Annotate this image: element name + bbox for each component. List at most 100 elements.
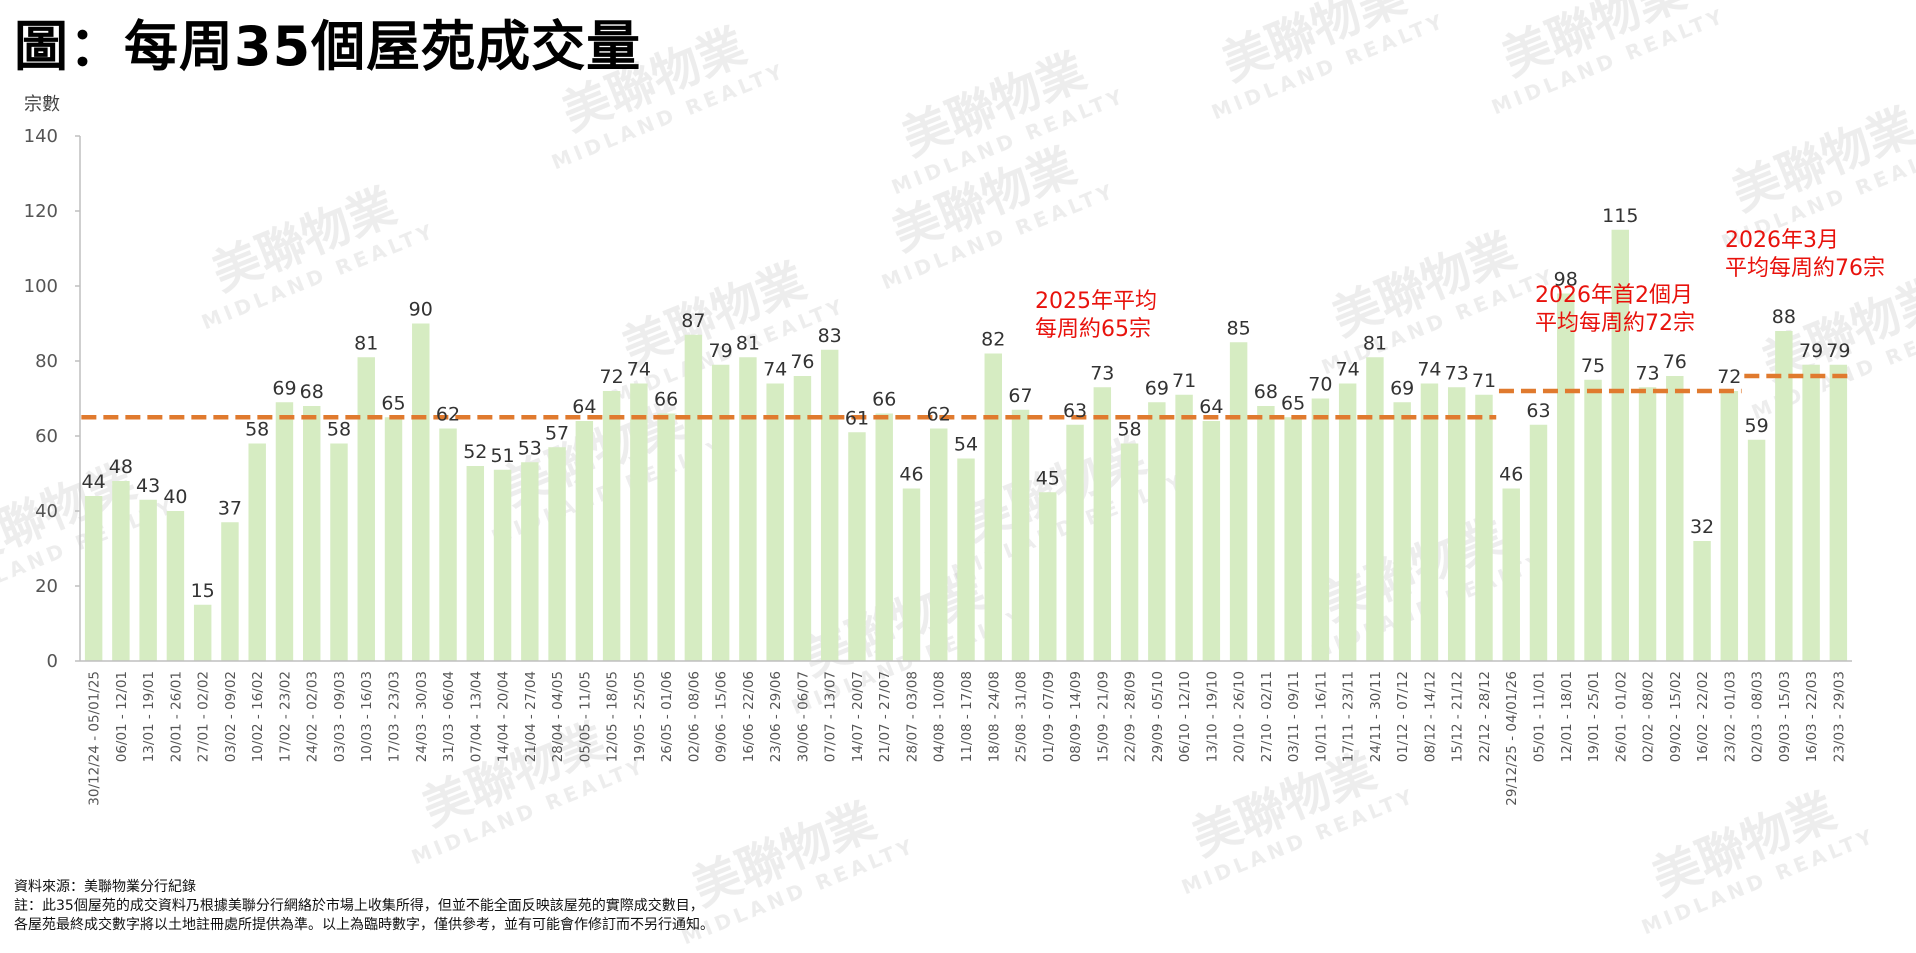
x-tick-label: 06/10 - 12/10	[1177, 671, 1193, 762]
axis-layer: 0 20 40 60 80 100 120 140 宗數 30/12/24 - 05/01/25 0…	[24, 94, 1852, 806]
x-tick-label: 01/12 - 07/12	[1395, 671, 1411, 762]
bar	[1011, 409, 1030, 661]
x-tick-label: 30/06 - 06/07	[795, 671, 811, 762]
x-tick-label: 06/01 - 12/01	[114, 671, 130, 762]
data-label: 62	[436, 404, 460, 426]
bar	[711, 364, 730, 661]
average-annotation: 每周約65宗	[1035, 317, 1151, 342]
y-tick-label: 40	[35, 501, 58, 522]
bar	[493, 469, 512, 661]
bar	[657, 413, 675, 661]
bar	[766, 383, 784, 661]
bar	[139, 499, 157, 661]
average-annotation: 2026年3月	[1725, 228, 1839, 253]
x-tick-label: 16/06 - 22/06	[741, 671, 757, 762]
data-label: 65	[1281, 392, 1305, 414]
x-tick-label: 15/12 - 21/12	[1450, 671, 1466, 762]
data-label: 98	[1554, 269, 1578, 291]
footnote-note-1: 註：此35個屋苑的成交資料乃根據美聯分行網絡於市場上收集所得，但並不能全面反映該…	[14, 898, 704, 914]
data-label: 76	[1663, 351, 1687, 373]
data-label: 66	[872, 389, 896, 411]
x-tick-label: 26/01 - 01/02	[1613, 671, 1629, 762]
bar	[848, 432, 866, 661]
bar	[1284, 417, 1302, 661]
bar	[166, 511, 185, 661]
x-tick-label: 02/03 - 08/03	[1750, 671, 1766, 762]
bar	[630, 383, 648, 661]
bar	[684, 334, 703, 661]
y-tick-label: 100	[24, 276, 58, 297]
y-tick-label: 140	[24, 126, 58, 147]
x-tick-label: 20/01 - 26/01	[168, 671, 184, 762]
bar	[357, 357, 375, 661]
bar	[1420, 383, 1439, 661]
data-label: 45	[1036, 467, 1060, 489]
y-tick-label: 60	[35, 426, 58, 447]
bar	[1447, 387, 1466, 661]
bar	[1775, 331, 1793, 661]
data-label: 81	[736, 332, 760, 354]
x-tick-label: 11/08 - 17/08	[959, 671, 975, 762]
x-tick-label: 01/09 - 07/09	[1041, 671, 1057, 762]
x-tick-label: 24/11 - 30/11	[1368, 671, 1384, 762]
y-tick-label: 80	[35, 351, 58, 372]
average-annotation: 2025年平均	[1035, 289, 1157, 314]
data-label: 58	[245, 419, 269, 441]
x-tick-label: 17/03 - 23/03	[387, 671, 403, 762]
x-tick-label: 10/02 - 16/02	[250, 671, 266, 762]
bar	[1502, 488, 1520, 661]
data-label: 54	[954, 434, 978, 456]
x-tick-label: 25/08 - 31/08	[1014, 671, 1030, 762]
data-label: 44	[82, 471, 106, 493]
x-tick-label: 19/01 - 25/01	[1586, 671, 1602, 762]
x-tick-label: 08/09 - 14/09	[1068, 671, 1084, 762]
data-label: 75	[1581, 355, 1605, 377]
data-label: 74	[1336, 359, 1360, 381]
bar	[930, 428, 948, 661]
average-annotation: 平均每周約72宗	[1535, 311, 1695, 336]
x-tick-label: 12/01 - 18/01	[1559, 671, 1575, 762]
x-tick-label: 08/12 - 14/12	[1422, 671, 1438, 762]
page-title: 圖：每周35個屋苑成交量	[14, 15, 642, 78]
bar	[1693, 541, 1711, 661]
x-tick-label: 20/10 - 26/10	[1232, 671, 1248, 762]
bar	[1039, 492, 1057, 661]
bar	[739, 357, 757, 661]
data-label: 68	[1254, 381, 1278, 403]
bar	[330, 443, 348, 661]
bar	[1120, 443, 1139, 661]
x-tick-label: 05/05 - 11/05	[577, 671, 593, 762]
footnote-source: 資料來源：美聯物業分行紀錄	[14, 879, 196, 895]
x-tick-label: 27/10 - 02/11	[1259, 671, 1275, 762]
data-label: 74	[763, 359, 787, 381]
x-tick-label: 07/04 - 13/04	[468, 671, 484, 762]
data-label: 83	[818, 325, 842, 347]
bar	[1829, 364, 1848, 661]
data-label: 57	[545, 422, 569, 444]
x-tick-label: 17/11 - 23/11	[1341, 671, 1357, 762]
x-tick-label: 02/02 - 08/02	[1641, 671, 1657, 762]
x-tick-label: 28/07 - 03/08	[904, 671, 920, 762]
data-label: 79	[1826, 340, 1850, 362]
bar	[1584, 379, 1602, 661]
x-tick-label: 02/06 - 08/06	[686, 671, 702, 762]
bar	[275, 402, 294, 661]
bar	[1557, 293, 1575, 661]
data-label: 32	[1690, 516, 1714, 538]
bar	[902, 488, 921, 661]
footnote-note-2: 各屋苑最終成交數字將以土地註冊處所提供為準。以上為臨時數字，僅供參考，並有可能會…	[14, 917, 714, 933]
x-tick-label: 30/12/24 - 05/01/25	[87, 671, 103, 806]
x-tick-label: 29/12/25 - 04/01/26	[1504, 671, 1520, 806]
bars-layer	[84, 229, 1848, 661]
x-tick-label: 31/03 - 06/04	[441, 671, 457, 762]
bar	[793, 376, 812, 661]
x-tick-label: 09/06 - 15/06	[714, 671, 730, 762]
data-label: 72	[600, 366, 624, 388]
x-tick-label: 27/01 - 02/02	[196, 671, 212, 762]
bar	[521, 462, 539, 661]
